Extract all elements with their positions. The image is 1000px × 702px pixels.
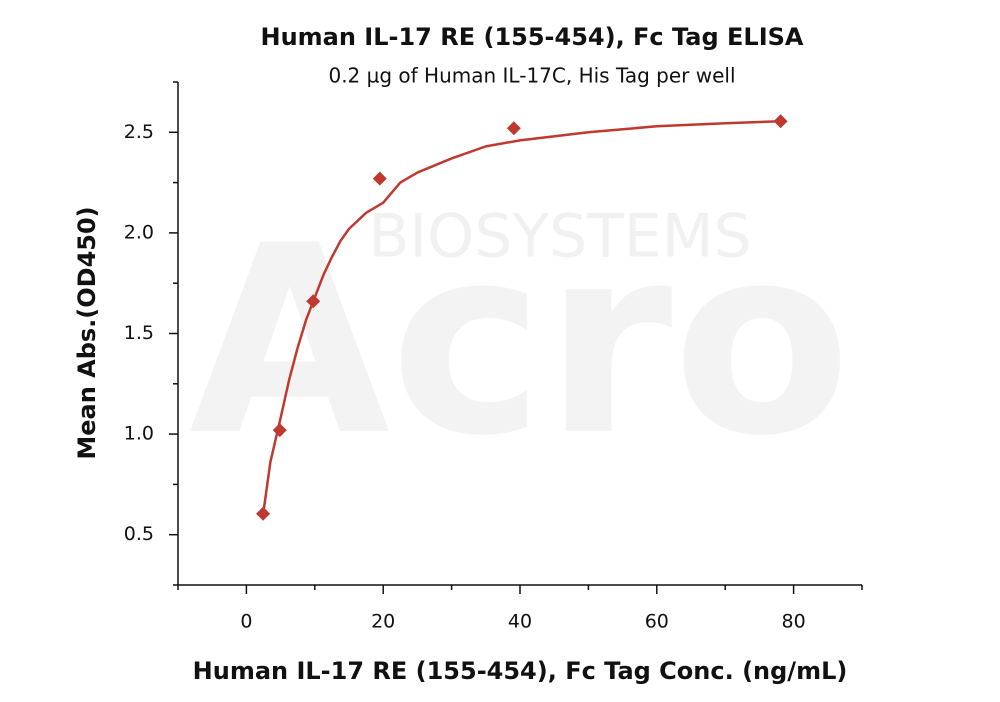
data-point — [506, 121, 521, 136]
data-point — [306, 294, 321, 309]
data-point — [272, 423, 287, 438]
y-tick-label: 2.5 — [124, 121, 154, 143]
data-point — [372, 171, 387, 186]
data-point — [256, 506, 271, 521]
watermark-text: BIOSYSTEMS — [368, 202, 751, 272]
x-tick-label: 20 — [371, 611, 395, 633]
x-tick-label: 80 — [782, 611, 806, 633]
x-tick-label: 40 — [508, 611, 532, 633]
chart-subtitle: 0.2 µg of Human IL-17C, His Tag per well — [328, 64, 735, 88]
y-tick-label: 1.5 — [124, 322, 154, 344]
x-tick-label: 60 — [645, 611, 669, 633]
chart-title: Human IL-17 RE (155-454), Fc Tag ELISA — [260, 23, 803, 51]
y-axis-label: Mean Abs.(OD450) — [73, 206, 101, 459]
x-tick-label: 0 — [240, 611, 252, 633]
y-tick-label: 0.5 — [124, 523, 154, 545]
y-tick-label: 2.0 — [124, 221, 154, 243]
fit-curve — [261, 119, 781, 515]
data-point — [773, 114, 788, 129]
y-tick-label: 1.0 — [124, 423, 154, 445]
x-axis-label: Human IL-17 RE (155-454), Fc Tag Conc. (… — [193, 657, 848, 685]
